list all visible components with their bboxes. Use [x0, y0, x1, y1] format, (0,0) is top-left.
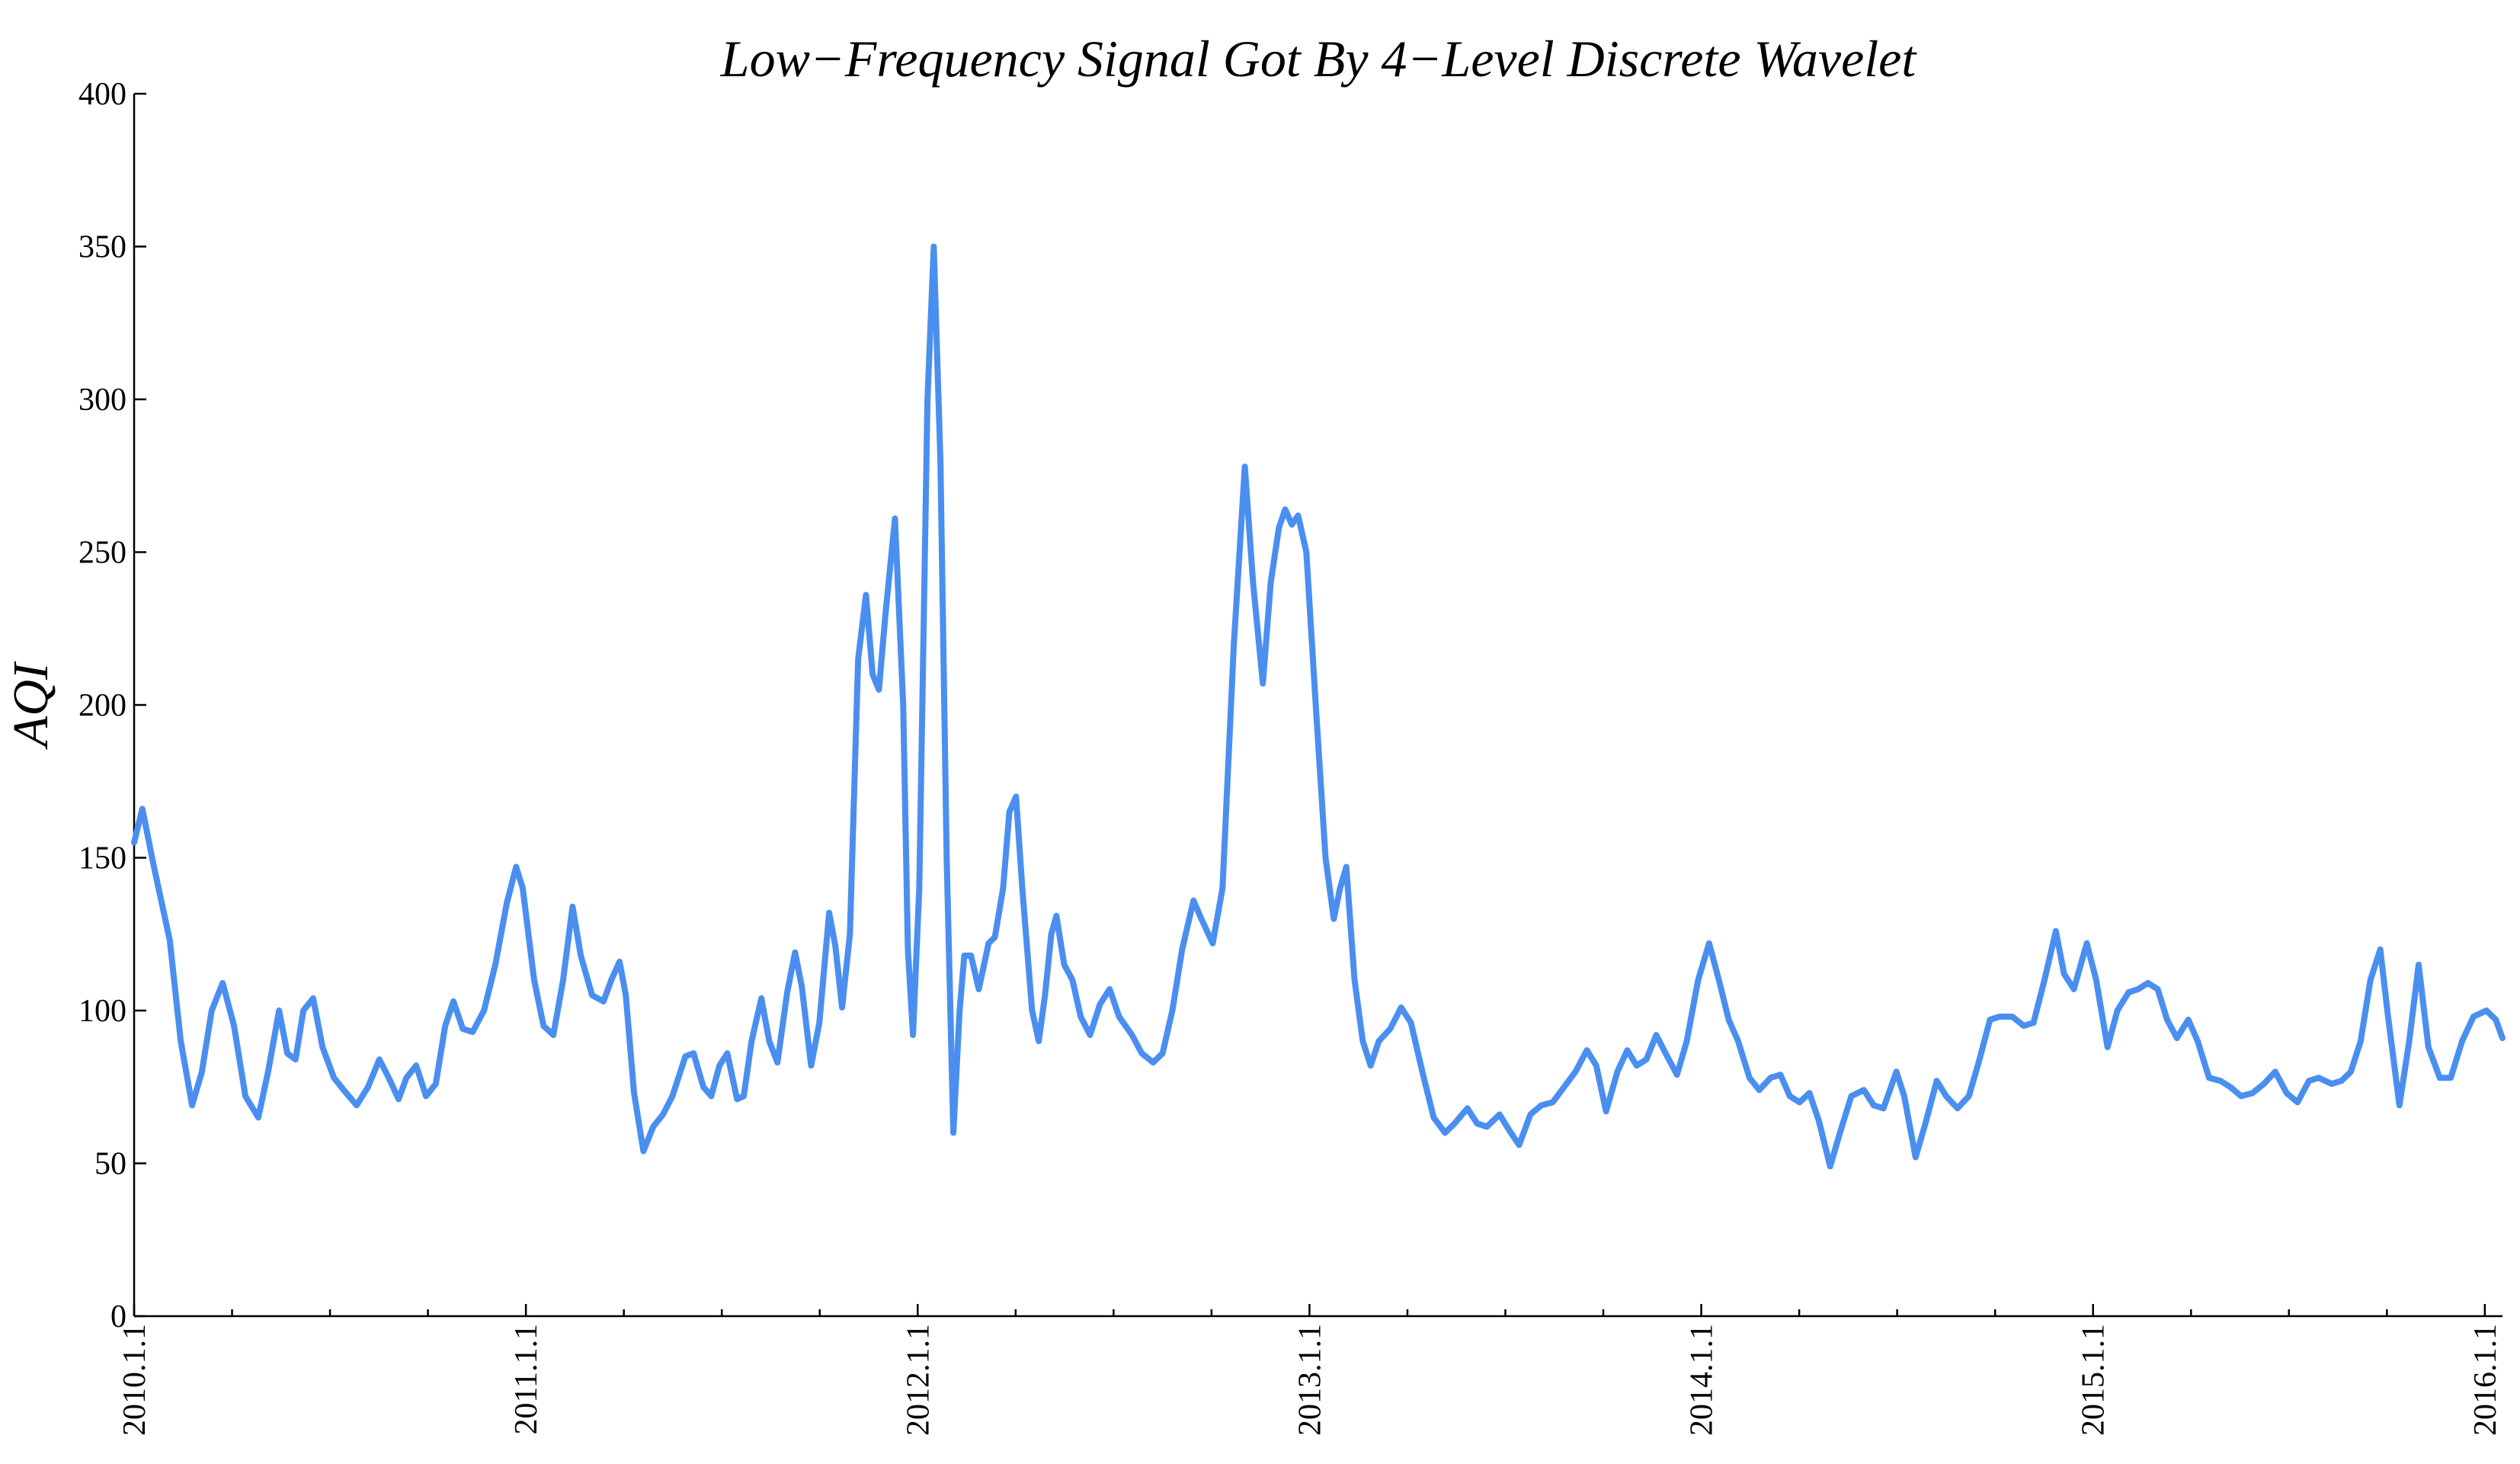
y-tick-label: 300: [78, 383, 126, 418]
y-tick-label: 150: [78, 841, 126, 876]
x-tick-label: 2010.1.1: [117, 1324, 152, 1436]
chart-title: Low−Frequency Signal Got By 4−Level Disc…: [720, 30, 1918, 88]
x-tick-label: 2016.1.1: [2468, 1324, 2503, 1436]
y-tick-label: 200: [78, 688, 126, 723]
x-tick-label: 2012.1.1: [901, 1324, 936, 1436]
y-tick-label: 250: [78, 536, 126, 571]
y-tick-label: 350: [78, 230, 126, 265]
y-tick-label: 50: [94, 1147, 126, 1182]
x-tick-label: 2014.1.1: [1685, 1324, 1720, 1436]
y-axis-label: AQI: [3, 661, 59, 750]
x-tick-label: 2015.1.1: [2077, 1324, 2112, 1436]
y-tick-label: 0: [110, 1299, 126, 1334]
x-tick-label: 2013.1.1: [1292, 1324, 1327, 1436]
y-tick-label: 400: [78, 77, 126, 112]
data-line: [131, 243, 2506, 1170]
x-tick-label: 2011.1.1: [509, 1324, 544, 1434]
y-tick-label: 100: [78, 994, 126, 1029]
